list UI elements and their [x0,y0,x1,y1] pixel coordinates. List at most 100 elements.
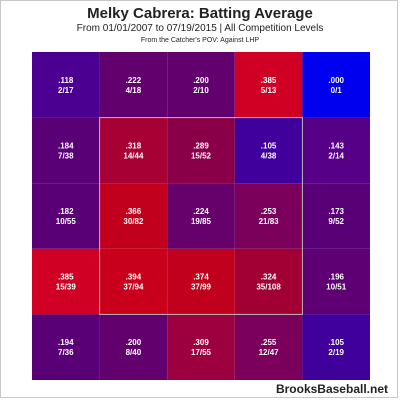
zone-cell-avg: .374 [193,273,209,282]
zone-cell-fill [32,314,100,380]
zone-cell-fill [234,248,303,315]
zone-cell-fill [99,248,168,315]
zone-cell-avg: .253 [261,207,277,216]
zone-cell-fill [167,117,235,184]
zone-cell-ratio: 2/10 [193,86,209,95]
zone-cell-avg: .194 [58,338,74,347]
zone-cell-fill [32,52,100,118]
zone-cell-ratio: 2/19 [328,348,344,357]
zone-cell-ratio: 8/40 [126,348,142,357]
chart-title: Melky Cabrera: Batting Average [87,5,313,22]
zone-cell-avg: .105 [328,338,344,347]
zone-cell-avg: .309 [193,338,209,347]
zone-cell-avg: .385 [261,76,277,85]
zone-cell-ratio: 14/44 [123,151,144,160]
zone-cell-ratio: 19/85 [191,217,212,226]
zone-cell-fill [302,183,370,249]
zone-cell-ratio: 15/39 [56,283,77,292]
zone-cell-ratio: 0/1 [331,86,343,95]
zone-cell-fill [99,183,168,249]
zone-cell-ratio: 7/36 [58,348,74,357]
zone-cell-ratio: 10/55 [56,217,77,226]
zone-cell-fill [167,52,235,118]
zone-cell-avg: .394 [126,273,142,282]
zone-cell-fill [302,314,370,380]
zone-cell-ratio: 5/13 [261,86,277,95]
zone-cell-avg: .118 [58,76,74,85]
zone-cell-fill [167,183,235,249]
zone-cell-fill [167,314,235,380]
zone-cell-avg: .182 [58,207,74,216]
zone-cell-avg: .196 [328,273,344,282]
zone-cell-ratio: 21/83 [259,217,280,226]
zone-cell-fill [99,314,168,380]
zone-cell-ratio: 15/52 [191,151,212,160]
zone-cell-avg: .000 [328,76,344,85]
zone-cell-ratio: 2/14 [328,151,344,160]
zone-cell-ratio: 2/17 [58,86,74,95]
chart-pov-note: From the Catcher's POV: Against LHP [140,37,260,44]
zone-cell-avg: .385 [58,273,74,282]
zone-cell-ratio: 10/51 [326,283,347,292]
zone-cell-fill [234,117,303,184]
watermark: BrooksBaseball.net [275,382,388,396]
zone-cell-ratio: 17/55 [191,348,212,357]
chart-subtitle: From 01/01/2007 to 07/19/2015 | All Comp… [76,23,324,34]
zone-cell-fill [234,314,303,380]
zone-cell-ratio: 37/99 [191,283,212,292]
zone-cell-avg: .173 [328,207,344,216]
zone-cell-fill [32,248,100,315]
zone-cell-fill [167,248,235,315]
zone-cell-avg: .318 [126,141,142,150]
zone-cell-ratio: 35/108 [256,283,281,292]
zone-cell-avg: .222 [126,76,142,85]
zone-cell-avg: .324 [261,273,277,282]
zone-cell-ratio: 4/38 [261,151,277,160]
strike-zone-outline [99,117,303,315]
zone-cell-avg: .143 [328,141,344,150]
zone-cell-fill [302,117,370,184]
zone-cell-ratio: 30/82 [123,217,144,226]
zone-cell-fill [99,52,168,118]
zone-cell-ratio: 12/47 [259,348,280,357]
zone-cell-avg: .289 [193,141,209,150]
zone-cell-ratio: 4/18 [126,86,142,95]
zone-cell-fill [32,117,100,184]
zone-cell-fill [302,52,370,118]
zone-cell-avg: .224 [193,207,209,216]
zone-cell-avg: .366 [126,207,142,216]
zone-cell-avg: .200 [126,338,142,347]
zone-cell-fill [32,183,100,249]
zone-cell-fill [234,52,303,118]
zone-cell-fill [234,183,303,249]
zone-cell-fill [302,248,370,315]
zone-cell-ratio: 9/52 [328,217,344,226]
zone-cell-avg: .255 [261,338,277,347]
zone-cell-avg: .200 [193,76,209,85]
zone-cell-fill [99,117,168,184]
